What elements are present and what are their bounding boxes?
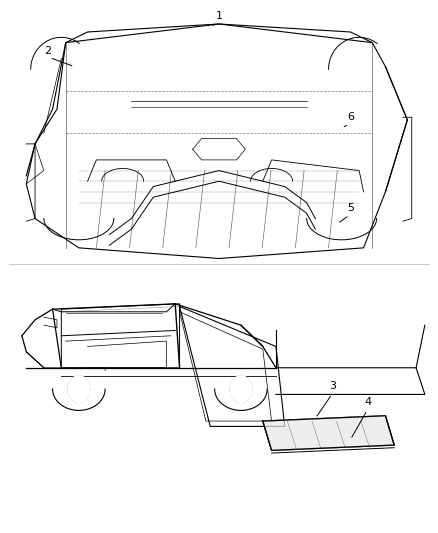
Text: 6: 6 <box>347 112 354 122</box>
Circle shape <box>68 376 90 402</box>
Text: 2: 2 <box>45 46 52 55</box>
Text: 1: 1 <box>215 11 223 21</box>
Polygon shape <box>263 416 394 450</box>
Text: 3: 3 <box>329 382 336 391</box>
Text: 5: 5 <box>347 203 354 213</box>
Text: 4: 4 <box>364 398 371 407</box>
Circle shape <box>230 376 252 402</box>
